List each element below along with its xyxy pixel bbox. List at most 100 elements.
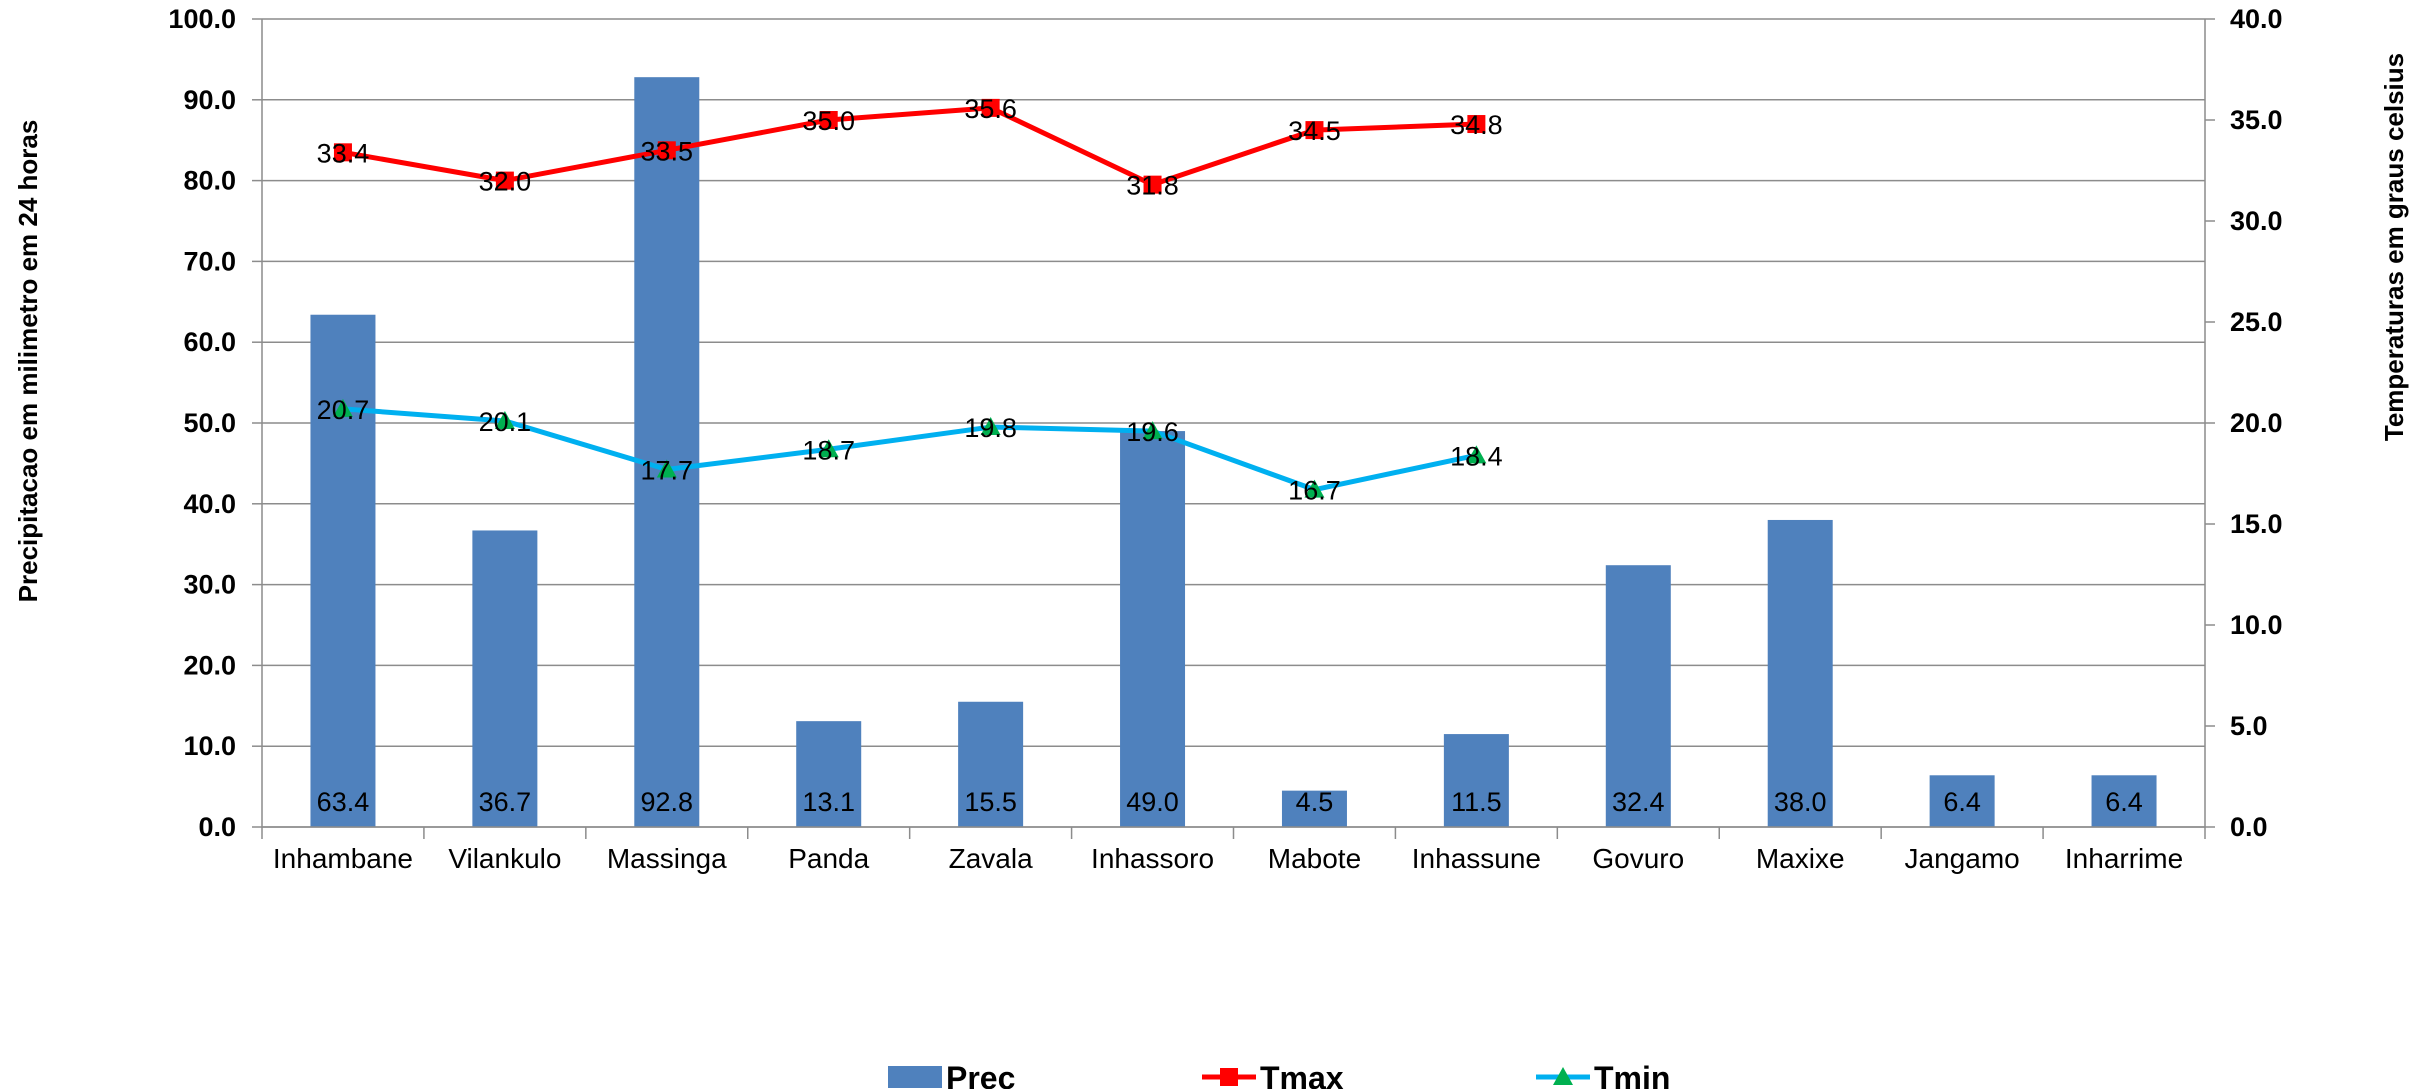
marker-tmin — [1304, 479, 1325, 498]
y2-tick-label: 15.0 — [2230, 509, 2283, 539]
bar-data-label: 92.8 — [641, 787, 694, 817]
y2-tick-label: 35.0 — [2230, 105, 2283, 135]
bar-prec — [958, 701, 1024, 827]
y2-tick-label: 20.0 — [2230, 408, 2283, 438]
bar-data-label: 11.5 — [1451, 787, 1502, 817]
data-label-tmax: 34.8 — [1450, 110, 1503, 140]
data-label-tmax: 31.8 — [1126, 171, 1179, 201]
x-tick-label: Maxixe — [1756, 843, 1845, 874]
bar-prec — [472, 530, 538, 827]
data-label-tmax: 33.4 — [317, 138, 370, 168]
data-label-tmin: 19.8 — [964, 413, 1017, 443]
data-label-tmin: 20.1 — [479, 407, 532, 437]
x-tick-label: Govuro — [1592, 843, 1684, 874]
bar-prec — [1443, 734, 1509, 827]
bar-data-label: 6.4 — [1943, 787, 1981, 817]
marker-tmin — [332, 398, 353, 417]
y2-tick-label: 5.0 — [2230, 711, 2268, 741]
temperature-lines — [332, 98, 1487, 498]
x-tick-label: Zavala — [949, 843, 1033, 874]
bar-data-label: 4.5 — [1296, 787, 1334, 817]
y-tick-label: 70.0 — [183, 246, 236, 276]
marker-tmax — [819, 111, 838, 129]
x-tick-label: Inhassoro — [1091, 843, 1214, 874]
bar-data-label: 13.1 — [802, 787, 855, 817]
marker-tmax — [495, 171, 514, 190]
data-label-tmax: 32.0 — [479, 167, 532, 197]
legend-item-tmax: Tmax — [1202, 1060, 1344, 1089]
x-tick-label: Mabote — [1268, 843, 1361, 874]
marker-tmin — [818, 439, 839, 458]
bar-prec — [1605, 565, 1671, 827]
bar-data-label: 49.0 — [1126, 787, 1179, 817]
legend: Prec Tmax Tmin — [888, 1060, 1670, 1089]
marker-tmax — [1143, 175, 1162, 194]
data-label-tmax: 33.5 — [641, 136, 694, 166]
legend-item-tmin: Tmin — [1536, 1060, 1670, 1089]
bar-prec — [1120, 431, 1186, 827]
legend-swatch-prec — [888, 1066, 942, 1088]
line-tmin — [342, 406, 1477, 493]
marker-tmin — [1142, 421, 1163, 440]
data-label-tmax: 34.5 — [1288, 116, 1341, 146]
bar-prec — [1767, 519, 1833, 827]
data-label-tmax: 35.6 — [964, 94, 1017, 124]
marker-tmin — [980, 417, 1001, 436]
y-tick-label: 40.0 — [183, 489, 236, 519]
marker-tmax — [1467, 115, 1486, 134]
legend-item-prec: Prec — [888, 1060, 1015, 1089]
y-tick-label: 80.0 — [183, 166, 236, 196]
x-tick-label: Panda — [788, 843, 869, 874]
data-label-tmin: 16.7 — [1288, 476, 1341, 506]
y-tick-label: 20.0 — [183, 650, 236, 680]
marker-tmax — [657, 141, 676, 160]
line-data-labels: 33.4 32.0 33.5 35.0 35.6 31.8 34.5 34.8 20.7 20.1… — [317, 94, 1503, 506]
marker-tmax — [981, 98, 1000, 117]
line-tmax — [342, 105, 1477, 188]
data-label-tmin: 18.7 — [802, 435, 855, 465]
bar-prec — [796, 721, 862, 827]
bar-data-label: 6.4 — [2105, 787, 2143, 817]
y-tick-label: 60.0 — [183, 327, 236, 357]
bar-data-label: 63.4 — [317, 787, 370, 817]
y-tick-label: 90.0 — [183, 85, 236, 115]
y2-tick-label: 30.0 — [2230, 206, 2283, 236]
marker-tmin — [494, 410, 515, 429]
grid-lines — [262, 18, 2205, 828]
bar-prec — [1929, 775, 1995, 827]
y2-tick-label: 40.0 — [2230, 4, 2283, 34]
y-tick-label: 100.0 — [168, 4, 236, 34]
data-label-tmin: 18.4 — [1450, 441, 1503, 471]
y2-tick-label: 10.0 — [2230, 610, 2283, 640]
y-axis-title: Precipitacao em milimetro em 24 horas — [13, 120, 43, 603]
x-tick-label: Inhassune — [1412, 843, 1541, 874]
bar-data-label: 36.7 — [479, 787, 532, 817]
legend-label-tmin: Tmin — [1594, 1060, 1670, 1089]
bar-data-label: 38.0 — [1774, 787, 1827, 817]
y2-tick-label: 0.0 — [2230, 812, 2268, 842]
x-tick-label: Inharrime — [2065, 843, 2183, 874]
x-tick-label: Jangamo — [1905, 843, 2020, 874]
legend-marker-tmax — [1220, 1068, 1238, 1086]
marker-tmin — [1466, 445, 1487, 464]
data-label-tmin: 17.7 — [641, 455, 694, 485]
legend-label-prec: Prec — [946, 1060, 1015, 1089]
data-label-tmin: 19.6 — [1126, 417, 1179, 447]
legend-marker-tmin — [1553, 1067, 1573, 1085]
data-label-tmax: 35.0 — [802, 106, 855, 136]
bar-data-label: 15.5 — [964, 787, 1017, 817]
bar-prec — [634, 77, 700, 827]
bar-data-labels: 63.4 36.7 92.8 13.1 15.5 49.0 4.5 11.5 32.4 38.0 6… — [317, 787, 2143, 817]
bar-prec — [1281, 790, 1347, 827]
bars-prec — [310, 77, 2157, 827]
axes — [252, 18, 2215, 839]
y-tick-label: 0.0 — [198, 812, 236, 842]
legend-label-tmax: Tmax — [1260, 1060, 1344, 1089]
x-tick-label: Inhambane — [273, 843, 413, 874]
data-label-tmin: 20.7 — [317, 395, 370, 425]
y-tick-label: 30.0 — [183, 570, 236, 600]
x-tick-label: Massinga — [607, 843, 727, 874]
bar-prec — [2091, 775, 2157, 827]
y2-tick-label: 25.0 — [2230, 307, 2283, 337]
